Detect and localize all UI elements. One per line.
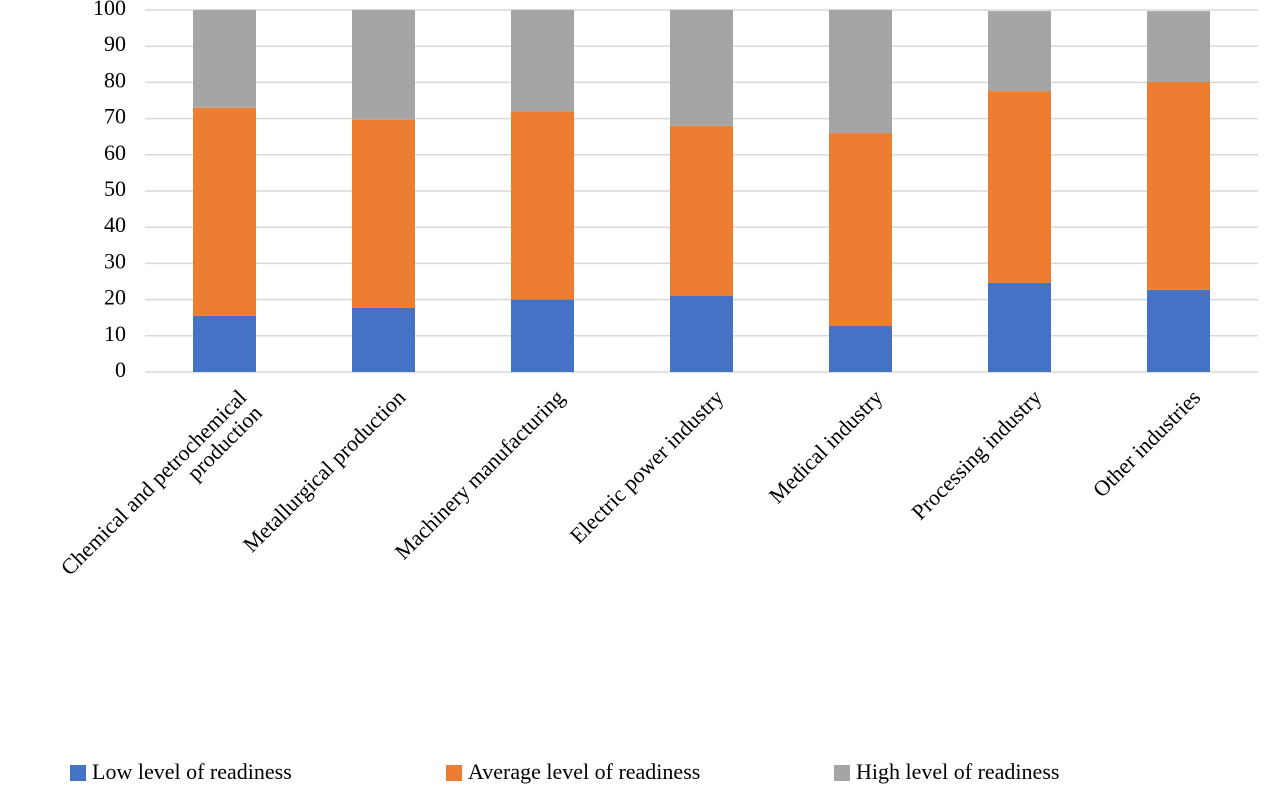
bar-segment	[1147, 289, 1210, 372]
legend-label: Average level of readiness	[468, 759, 700, 784]
legend-label: High level of readiness	[856, 759, 1059, 784]
bar-segment	[352, 10, 415, 120]
bar-segment	[193, 107, 256, 316]
bar-segment	[988, 282, 1051, 372]
legend-label: Low level of readiness	[92, 759, 292, 784]
bar-segment	[670, 10, 733, 126]
bar-segment	[988, 91, 1051, 283]
bar-segment	[511, 299, 574, 372]
y-tick-label: 100	[93, 0, 126, 20]
legend-swatch	[446, 765, 462, 781]
y-tick-label: 60	[104, 140, 126, 165]
bar-segment	[352, 119, 415, 308]
y-tick-label: 90	[104, 31, 126, 56]
bar-segment	[829, 10, 892, 134]
y-tick-label: 50	[104, 176, 126, 201]
bar-segment	[988, 11, 1051, 92]
bar-segment	[1147, 82, 1210, 290]
y-tick-label: 40	[104, 212, 126, 237]
y-tick-label: 10	[104, 321, 126, 346]
bar-segment	[511, 10, 574, 112]
bar-segment	[829, 133, 892, 327]
legend-swatch	[834, 765, 850, 781]
y-tick-label: 70	[104, 104, 126, 129]
bar-segment	[352, 307, 415, 372]
bar-segment	[511, 111, 574, 300]
bar-segment	[193, 10, 256, 108]
y-tick-label: 20	[104, 285, 126, 310]
y-tick-label: 0	[115, 357, 126, 382]
legend-swatch	[70, 765, 86, 781]
bar-segment	[193, 315, 256, 372]
y-tick-label: 30	[104, 248, 126, 273]
bar-segment	[670, 125, 733, 296]
y-tick-label: 80	[104, 67, 126, 92]
bar-segment	[670, 295, 733, 372]
bar-segment	[829, 326, 892, 372]
bar-segment	[1147, 11, 1210, 83]
